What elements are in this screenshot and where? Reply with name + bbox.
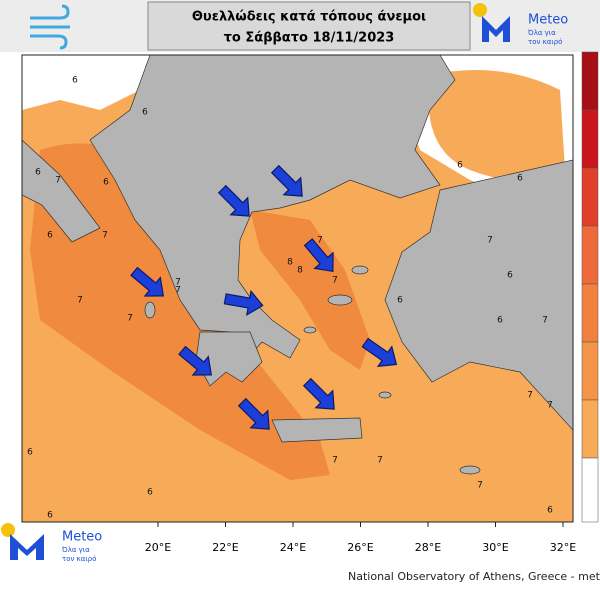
map: 66667767677878776676767767666767 <box>17 55 573 522</box>
wind-arrow <box>130 266 165 297</box>
contour-label: 7 <box>332 456 338 466</box>
lon-label: 22°E <box>212 541 238 554</box>
logo-tagline: Όλα για <box>527 29 556 37</box>
title-box <box>147 1 471 51</box>
contour-label: 7 <box>77 296 83 306</box>
logo-dot <box>1 523 15 537</box>
logo-name: Meteo <box>62 530 102 545</box>
wind-arrow <box>270 164 303 197</box>
contour-label: 7 <box>542 316 548 326</box>
lon-label: 26°E <box>347 541 373 554</box>
contour-label: 7 <box>547 401 553 411</box>
contour-label: 7 <box>332 276 338 286</box>
lon-label: 20°E <box>145 541 171 554</box>
contour-label: 6 <box>507 271 513 281</box>
contour-label: 6 <box>103 178 109 188</box>
wind-arrows <box>130 164 398 430</box>
map-frame <box>21 54 574 523</box>
wind-arrow <box>303 238 334 273</box>
contour-label: 7 <box>487 236 493 246</box>
contour-label: 6 <box>17 316 23 326</box>
lon-label: 28°E <box>415 541 441 554</box>
logo-mark <box>10 534 44 560</box>
land <box>22 55 573 475</box>
contour-labels: 66667767677878776676767767666767 <box>17 76 553 521</box>
contour-label: 6 <box>397 296 403 306</box>
lon-axis: 20°E 22°E 24°E 26°E 28°E 30°E 32°E <box>145 522 576 554</box>
contour-label: 7 <box>317 236 323 246</box>
contour-label: 6 <box>47 511 53 521</box>
wind-arrow <box>237 397 270 430</box>
calm-area <box>22 55 150 110</box>
wind-arrow <box>178 345 213 376</box>
gust-7-band <box>250 210 370 370</box>
wind-arrow <box>223 289 264 317</box>
contour-label: 7 <box>127 314 133 324</box>
contour-label: 6 <box>547 506 553 516</box>
contour-label: 6 <box>517 174 523 184</box>
lon-label: 30°E <box>482 541 508 554</box>
logo-tagline: τον καιρό <box>528 38 562 46</box>
logo-dot <box>473 3 487 17</box>
contour-label: 7 <box>477 481 483 491</box>
contour-label: 6 <box>497 316 503 326</box>
contour-label: 6 <box>27 448 33 458</box>
wind-arrow <box>217 184 250 217</box>
logo-tagline: Όλα για <box>61 546 90 554</box>
gust-area <box>22 400 260 522</box>
contour-label: 6 <box>72 76 78 86</box>
footer: National Observatory of Athens, Greece -… <box>348 570 600 583</box>
contour-label: 8 <box>297 266 303 276</box>
contour-label: 6 <box>142 108 148 118</box>
contour-label: 6 <box>457 161 463 171</box>
subtitle: το Σάββατο 18/11/2023 <box>224 31 395 46</box>
contour-label: 7 <box>527 391 533 401</box>
wind-arrow <box>361 337 398 367</box>
logo-mark <box>482 16 510 42</box>
gust-area <box>428 70 565 180</box>
gust-7-band <box>30 143 330 481</box>
wind-arrow <box>302 377 335 410</box>
contour-label: 7 <box>175 278 181 288</box>
contour-label: 7 <box>102 231 108 241</box>
logo-name: Meteo <box>528 13 568 28</box>
contour-label: 6 <box>35 168 41 178</box>
wind-icon <box>30 4 70 50</box>
contour-label: 7 <box>175 286 181 296</box>
lon-label: 24°E <box>280 541 306 554</box>
title: Θυελλώδεις κατά τόπους άνεμοι <box>192 10 426 25</box>
lon-label: 32°E <box>550 541 576 554</box>
contour-label: 7 <box>377 456 383 466</box>
contour-label: 6 <box>47 231 53 241</box>
logo-tagline: τον καιρό <box>62 555 96 563</box>
contour-label: 6 <box>147 488 153 498</box>
contour-label: 8 <box>287 258 293 268</box>
contour-label: 7 <box>55 176 61 186</box>
colorbar <box>581 51 599 523</box>
